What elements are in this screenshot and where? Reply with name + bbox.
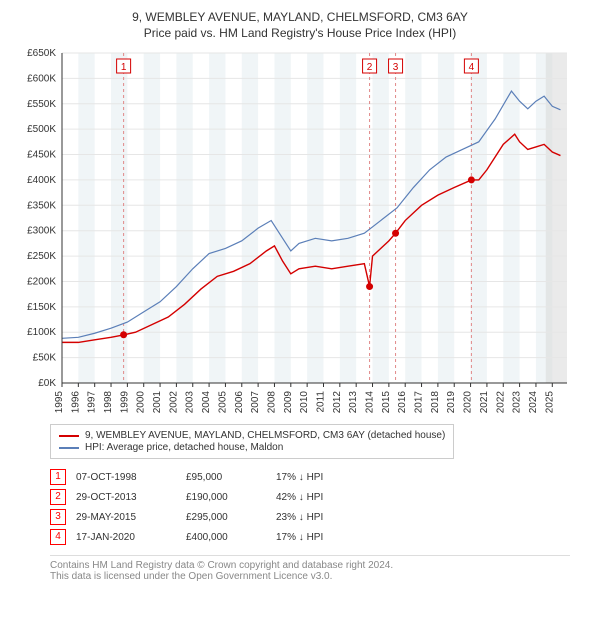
- transaction-price: £95,000: [186, 467, 276, 487]
- svg-text:£600K: £600K: [27, 73, 56, 84]
- transaction-marker: 4: [50, 529, 66, 545]
- svg-text:2005: 2005: [217, 391, 228, 413]
- svg-text:2016: 2016: [397, 391, 408, 413]
- svg-text:2007: 2007: [250, 391, 261, 413]
- legend-swatch-hpi: [59, 447, 79, 449]
- svg-text:2008: 2008: [266, 391, 277, 413]
- transaction-marker: 3: [50, 509, 66, 525]
- attribution-footer: Contains HM Land Registry data © Crown c…: [50, 555, 570, 582]
- svg-text:4: 4: [469, 62, 475, 73]
- svg-text:2013: 2013: [348, 391, 359, 413]
- svg-text:2004: 2004: [201, 391, 212, 413]
- price-chart: £0K £50K £100K £150K £200K £250K £300K £350K £40…: [10, 48, 575, 413]
- chart-subtitle: Price paid vs. HM Land Registry's House …: [10, 26, 590, 40]
- svg-text:2019: 2019: [446, 391, 457, 413]
- svg-text:2012: 2012: [332, 391, 343, 413]
- legend-item-hpi: HPI: Average price, detached house, Mald…: [59, 442, 445, 453]
- svg-text:£150K: £150K: [27, 302, 56, 313]
- svg-text:2003: 2003: [185, 391, 196, 413]
- transaction-row: 4 17-JAN-2020£400,00017% ↓ HPI: [50, 527, 333, 547]
- legend-label-hpi: HPI: Average price, detached house, Mald…: [85, 442, 283, 453]
- transactions-table: 107-OCT-1998£95,00017% ↓ HPI229-OCT-2013…: [50, 467, 333, 547]
- legend-item-property: 9, WEMBLEY AVENUE, MAYLAND, CHELMSFORD, …: [59, 430, 445, 441]
- svg-text:2011: 2011: [315, 391, 326, 413]
- transaction-delta: 17% ↓ HPI: [276, 527, 333, 547]
- svg-text:2015: 2015: [381, 391, 392, 413]
- svg-text:3: 3: [393, 62, 399, 73]
- transaction-delta: 17% ↓ HPI: [276, 467, 333, 487]
- svg-text:£400K: £400K: [27, 175, 56, 186]
- transaction-delta: 42% ↓ HPI: [276, 487, 333, 507]
- svg-text:2025: 2025: [544, 391, 555, 413]
- svg-text:1997: 1997: [87, 391, 98, 413]
- transaction-delta: 23% ↓ HPI: [276, 507, 333, 527]
- svg-text:2022: 2022: [495, 391, 506, 413]
- svg-text:£0K: £0K: [38, 378, 56, 389]
- transaction-marker: 1: [50, 469, 66, 485]
- svg-text:£250K: £250K: [27, 251, 56, 262]
- svg-text:2: 2: [367, 62, 373, 73]
- transaction-price: £190,000: [186, 487, 276, 507]
- transaction-marker: 2: [50, 489, 66, 505]
- svg-text:£50K: £50K: [33, 353, 57, 364]
- svg-text:2014: 2014: [365, 391, 376, 413]
- chart-container: £0K £50K £100K £150K £200K £250K £300K £350K £40…: [10, 48, 590, 416]
- svg-text:2001: 2001: [152, 391, 163, 413]
- svg-text:1995: 1995: [54, 391, 65, 413]
- transaction-date: 29-MAY-2015: [76, 507, 186, 527]
- transaction-price: £400,000: [186, 527, 276, 547]
- transaction-price: £295,000: [186, 507, 276, 527]
- svg-text:£100K: £100K: [27, 327, 56, 338]
- svg-text:2023: 2023: [512, 391, 523, 413]
- svg-text:2000: 2000: [136, 391, 147, 413]
- svg-text:1: 1: [121, 62, 127, 73]
- svg-text:1999: 1999: [119, 391, 130, 413]
- svg-text:2006: 2006: [234, 391, 245, 413]
- svg-text:1996: 1996: [70, 391, 81, 413]
- svg-text:£300K: £300K: [27, 226, 56, 237]
- transaction-date: 17-JAN-2020: [76, 527, 186, 547]
- transaction-row: 2 29-OCT-2013£190,00042% ↓ HPI: [50, 487, 333, 507]
- legend-swatch-property: [59, 435, 79, 437]
- svg-text:£200K: £200K: [27, 276, 56, 287]
- legend: 9, WEMBLEY AVENUE, MAYLAND, CHELMSFORD, …: [50, 424, 454, 459]
- svg-text:2020: 2020: [463, 391, 474, 413]
- svg-text:2018: 2018: [430, 391, 441, 413]
- footer-line2: This data is licensed under the Open Gov…: [50, 571, 570, 582]
- chart-title-address: 9, WEMBLEY AVENUE, MAYLAND, CHELMSFORD, …: [10, 10, 590, 24]
- svg-text:2010: 2010: [299, 391, 310, 413]
- transaction-row: 1 07-OCT-1998£95,00017% ↓ HPI: [50, 467, 333, 487]
- svg-text:1998: 1998: [103, 391, 114, 413]
- svg-text:2017: 2017: [414, 391, 425, 413]
- chart-title-block: 9, WEMBLEY AVENUE, MAYLAND, CHELMSFORD, …: [10, 10, 590, 40]
- footer-line1: Contains HM Land Registry data © Crown c…: [50, 560, 570, 571]
- transaction-date: 29-OCT-2013: [76, 487, 186, 507]
- svg-text:2002: 2002: [168, 391, 179, 413]
- svg-text:2009: 2009: [283, 391, 294, 413]
- transaction-row: 3 29-MAY-2015£295,00023% ↓ HPI: [50, 507, 333, 527]
- svg-text:2024: 2024: [528, 391, 539, 413]
- svg-text:£450K: £450K: [27, 150, 56, 161]
- legend-label-property: 9, WEMBLEY AVENUE, MAYLAND, CHELMSFORD, …: [85, 430, 445, 441]
- svg-text:2021: 2021: [479, 391, 490, 413]
- svg-text:£500K: £500K: [27, 124, 56, 135]
- svg-text:£650K: £650K: [27, 48, 56, 59]
- transaction-date: 07-OCT-1998: [76, 467, 186, 487]
- svg-text:£350K: £350K: [27, 200, 56, 211]
- svg-text:£550K: £550K: [27, 99, 56, 110]
